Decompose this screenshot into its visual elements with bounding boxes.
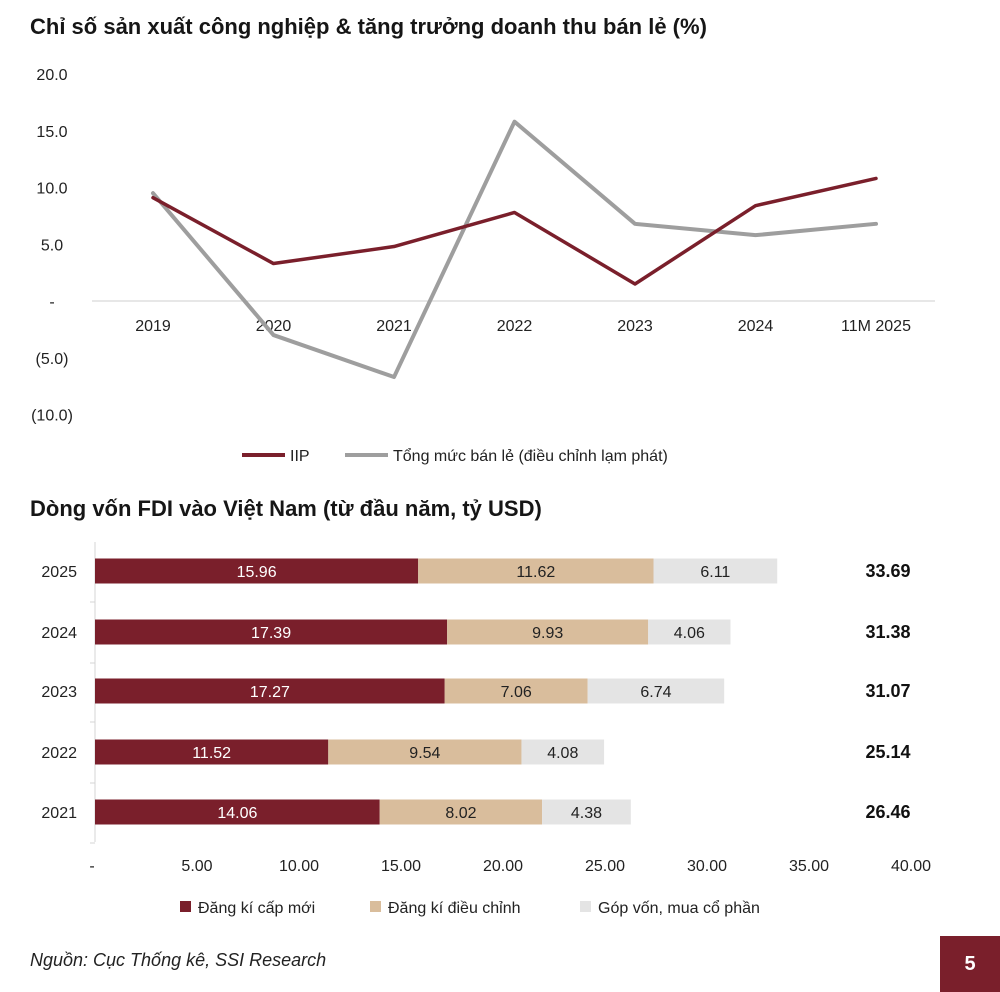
y-tick-label: 20.0 xyxy=(36,67,67,84)
legend-label: Đăng kí điều chỉnh xyxy=(388,900,521,917)
legend-retail-label: Tổng mức bán lẻ (điều chỉnh lạm phát) xyxy=(393,447,668,465)
x-tick-label: 40.00 xyxy=(891,858,931,875)
x-category-label: 2023 xyxy=(617,318,653,335)
bar-segment xyxy=(418,558,654,584)
bar-segment xyxy=(95,619,448,645)
bar-total-label: 31.38 xyxy=(865,622,910,642)
bar-segment xyxy=(444,678,588,704)
bar-segment-label: 15.96 xyxy=(237,564,277,581)
bar-segment xyxy=(328,739,522,765)
y-tick-label: 5.0 xyxy=(41,237,63,254)
x-tick-label: - xyxy=(89,858,94,875)
bar-segment-label: 17.39 xyxy=(251,625,291,642)
y-tick-label: 15.0 xyxy=(36,124,67,141)
bar-category-label: 2022 xyxy=(41,745,77,762)
bar-segment-label: 11.62 xyxy=(516,564,555,581)
bar-segment-label: 17.27 xyxy=(250,684,290,701)
bar-category-label: 2023 xyxy=(41,684,77,701)
bar-segment xyxy=(521,739,605,765)
bar-total-label: 31.07 xyxy=(865,681,910,701)
legend-iip-label: IIP xyxy=(290,448,310,465)
bar-segment xyxy=(379,799,543,825)
y-tick-label: (10.0) xyxy=(31,408,73,425)
bar-segment xyxy=(95,558,419,584)
bar-segment xyxy=(95,799,380,825)
source-note: Nguồn: Cục Thống kê, SSI Research xyxy=(30,950,327,970)
bar-segment-label: 6.74 xyxy=(640,684,671,701)
x-tick-label: 15.00 xyxy=(381,858,421,875)
bar-segment-label: 4.06 xyxy=(674,625,705,642)
bar-category-label: 2021 xyxy=(41,805,77,822)
x-tick-label: 35.00 xyxy=(789,858,829,875)
bar-segment-label: 6.11 xyxy=(700,564,730,581)
bar-segment-label: 11.52 xyxy=(192,745,231,762)
x-category-label: 11M 2025 xyxy=(841,318,911,335)
y-tick-label: 10.0 xyxy=(36,181,67,198)
bar-segment xyxy=(95,739,329,765)
bar-segment-label: 9.93 xyxy=(532,625,563,642)
bar-segment xyxy=(653,558,778,584)
bar-segment xyxy=(542,799,631,825)
x-category-label: 2024 xyxy=(738,318,774,335)
x-category-label: 2019 xyxy=(135,318,171,335)
bar-category-label: 2024 xyxy=(41,625,77,642)
x-category-label: 2021 xyxy=(376,318,412,335)
bar-segment-label: 8.02 xyxy=(445,805,476,822)
x-tick-label: 25.00 xyxy=(585,858,625,875)
page-number-badge: 5 xyxy=(940,936,1000,992)
legend-label: Đăng kí cấp mới xyxy=(198,900,315,917)
x-category-label: 2022 xyxy=(497,318,533,335)
legend-swatch xyxy=(370,901,381,912)
bar-segment-label: 4.38 xyxy=(571,805,602,822)
bar-total-label: 26.46 xyxy=(865,802,910,822)
legend-swatch xyxy=(180,901,191,912)
legend-label: Góp vốn, mua cổ phần xyxy=(598,899,760,917)
line-chart-title: Chỉ số sản xuất công nghiệp & tăng trưởn… xyxy=(30,14,707,39)
y-tick-label: - xyxy=(49,294,54,311)
bar-segment-label: 4.08 xyxy=(547,745,578,762)
bar-segment xyxy=(95,678,445,704)
bar-segment-label: 7.06 xyxy=(501,684,532,701)
x-tick-label: 10.00 xyxy=(279,858,319,875)
legend-swatch xyxy=(580,901,591,912)
bar-category-label: 2025 xyxy=(41,564,77,581)
bar-total-label: 33.69 xyxy=(865,561,910,581)
iip-series-line xyxy=(151,176,878,286)
bar-total-label: 25.14 xyxy=(865,742,910,762)
retail-series-line xyxy=(151,119,878,380)
bar-segment xyxy=(447,619,649,645)
bar-segment xyxy=(648,619,731,645)
y-tick-label: (5.0) xyxy=(36,351,69,368)
x-tick-label: 20.00 xyxy=(483,858,523,875)
bar-segment-label: 14.06 xyxy=(217,805,257,822)
x-tick-label: 30.00 xyxy=(687,858,727,875)
bar-chart-title: Dòng vốn FDI vào Việt Nam (từ đầu năm, t… xyxy=(30,496,542,521)
bar-segment xyxy=(587,678,725,704)
x-tick-label: 5.00 xyxy=(181,858,212,875)
bar-segment-label: 9.54 xyxy=(409,745,440,762)
